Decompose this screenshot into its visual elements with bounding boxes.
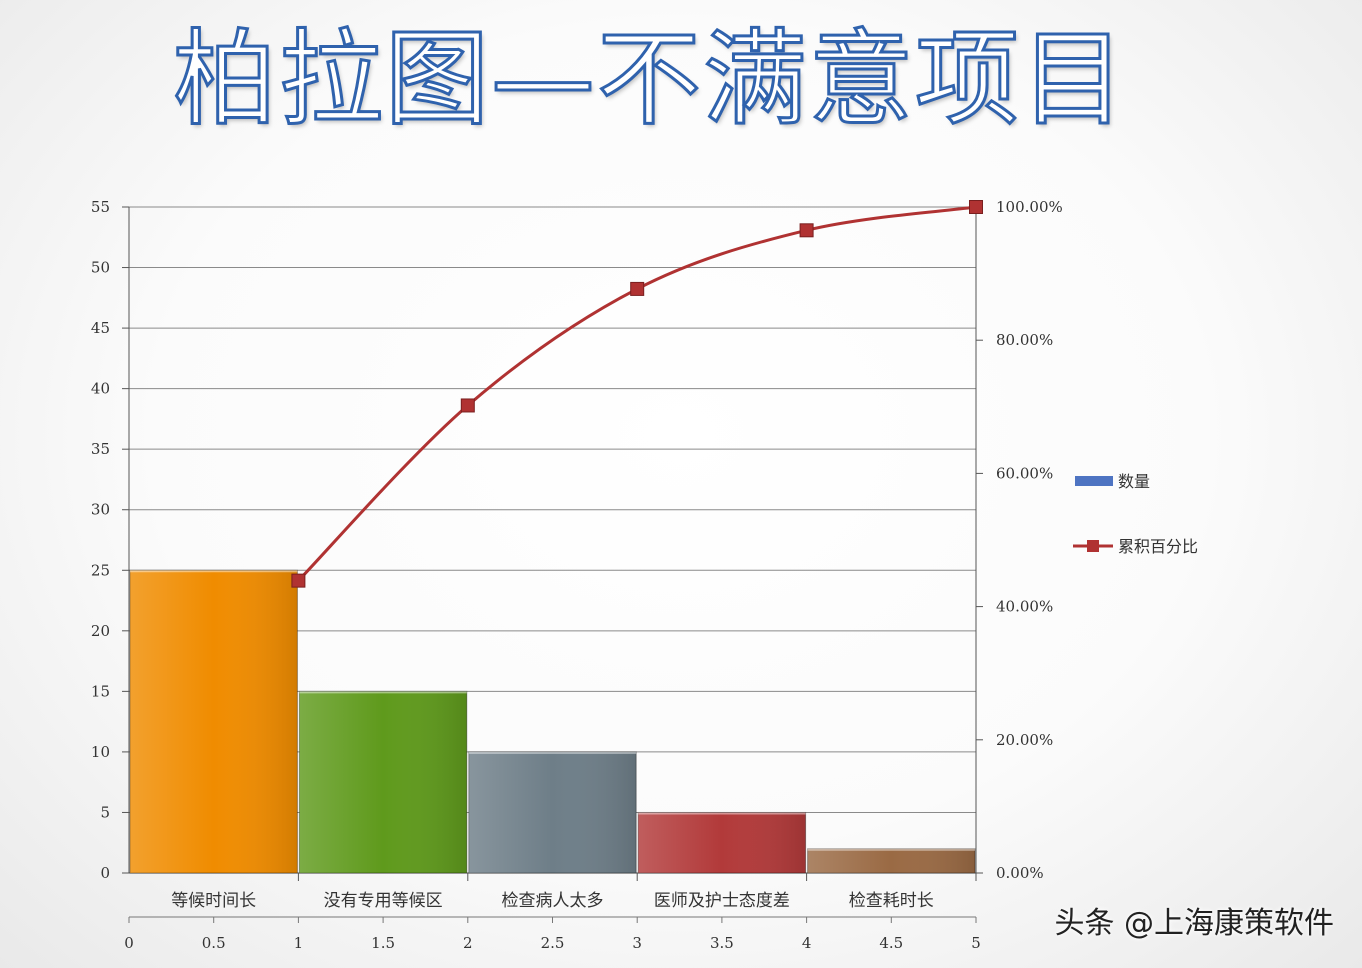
legend-marker-cumulative [1087, 540, 1099, 552]
category-label: 检查耗时长 [849, 891, 934, 911]
category-label: 检查病人太多 [502, 891, 604, 911]
secondary-x-tick-label: 0 [124, 934, 134, 952]
cumulative-point [291, 573, 306, 588]
right-tick-label: 40.00% [996, 598, 1053, 616]
tick-labels: 05101520253035404550550.00%20.00%40.00%6… [91, 198, 1063, 952]
left-tick-label: 20 [91, 622, 110, 640]
cumulative-point [630, 281, 645, 296]
left-tick-label: 15 [91, 682, 110, 700]
right-tick-label: 80.00% [996, 331, 1053, 349]
left-tick-label: 55 [91, 198, 110, 216]
left-tick-label: 40 [91, 380, 110, 398]
secondary-x-tick-label: 4 [802, 934, 812, 952]
bar-shading [807, 848, 975, 873]
secondary-x-tick-label: 2.5 [541, 934, 565, 952]
left-tick-label: 35 [91, 440, 110, 458]
slide-title: 柏拉图—不满意项目 [171, 17, 1127, 142]
watermark: 头条 @上海康策软件 [1054, 906, 1334, 941]
left-tick-label: 45 [91, 319, 110, 337]
left-tick-label: 0 [100, 864, 110, 882]
legend: 数量 累积百分比 [1073, 472, 1198, 556]
secondary-x-tick-label: 3 [632, 934, 642, 952]
cumulative-point [969, 200, 983, 214]
legend-label-quantity: 数量 [1118, 472, 1150, 491]
category-label: 等候时间长 [171, 891, 256, 911]
category-label: 医师及护士态度差 [654, 891, 790, 911]
secondary-x-tick-label: 0.5 [202, 934, 226, 952]
secondary-x-tick-label: 3.5 [710, 934, 734, 952]
secondary-x-tick-label: 2 [463, 934, 473, 952]
cumulative-line [291, 200, 983, 588]
legend-label-cumulative: 累积百分比 [1118, 537, 1198, 556]
left-tick-label: 25 [91, 561, 110, 579]
secondary-x-tick-label: 5 [971, 934, 981, 952]
secondary-x-tick-label: 1.5 [371, 934, 395, 952]
right-tick-label: 0.00% [996, 864, 1044, 882]
left-tick-label: 10 [91, 743, 110, 761]
bar-shading [130, 570, 298, 873]
right-tick-label: 100.00% [996, 198, 1063, 216]
cumulative-point [799, 223, 814, 238]
bar-shading [638, 812, 806, 873]
left-tick-label: 5 [100, 803, 110, 821]
category-label: 没有专用等候区 [324, 891, 443, 911]
right-tick-label: 60.00% [996, 464, 1053, 482]
secondary-x-tick-label: 1 [294, 934, 304, 952]
bar-shading [299, 691, 467, 873]
bars [129, 569, 976, 874]
legend-swatch-quantity [1075, 476, 1113, 486]
left-tick-label: 50 [91, 259, 110, 277]
left-tick-label: 30 [91, 501, 110, 519]
cumulative-point [460, 398, 475, 413]
right-tick-label: 20.00% [996, 731, 1053, 749]
cumulative-line-path [297, 205, 977, 582]
secondary-x-tick-label: 4.5 [879, 934, 903, 952]
bar-shading [468, 751, 637, 873]
